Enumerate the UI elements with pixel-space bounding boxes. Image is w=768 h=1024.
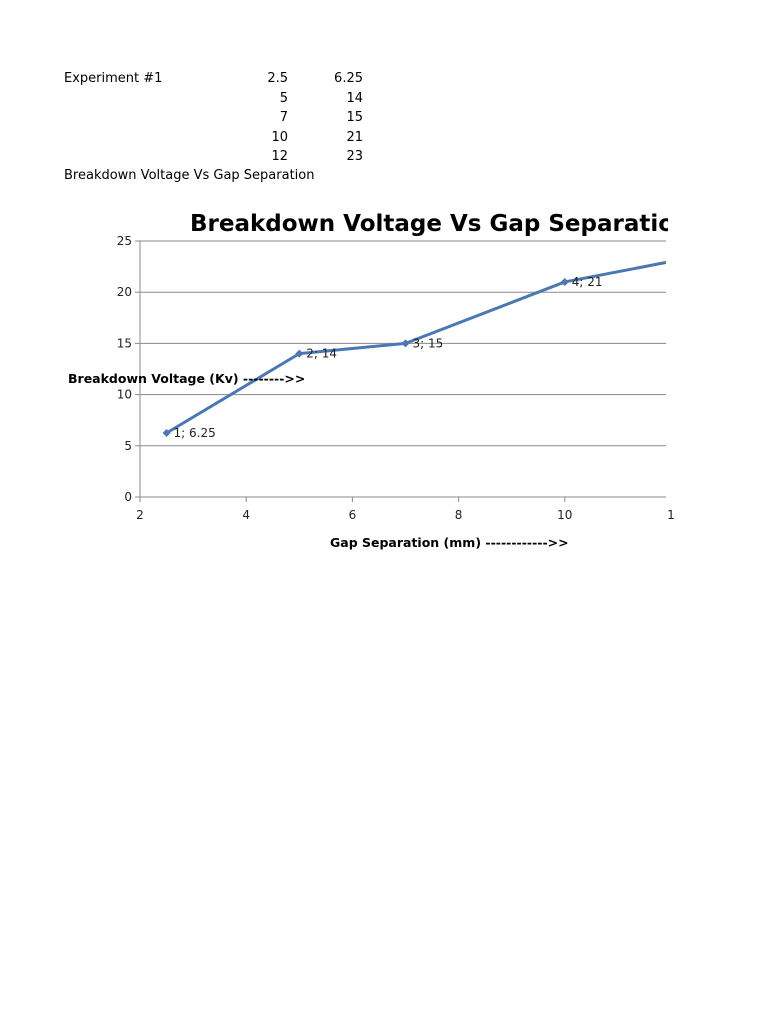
data-point-marker [162,429,171,437]
x-tick-label: 6 [349,508,357,522]
data-point-marker [667,257,675,265]
chart-title: Breakdown Voltage Vs Gap Separation [190,211,690,237]
table-cell-voltage: 14 [346,91,363,106]
y-tick-label: 25 [117,234,132,248]
x-tick-label: 1 [667,508,675,522]
chart-area: Breakdown Voltage Vs Gap Separation 0 5 10… [0,200,768,580]
y-tick-label: 10 [117,388,132,402]
table-cell-voltage: 6.25 [334,71,363,86]
x-axis-label: Gap Separation (mm) ------------>> [330,535,569,550]
table-cell-voltage: 23 [346,149,363,164]
y-axis-label: Breakdown Voltage (Kv) -------->> [68,371,305,386]
x-tick-label: 10 [557,508,572,522]
data-point-marker [295,349,304,358]
table-cell-gap: 10 [271,130,288,145]
x-tick-label: 4 [242,508,250,522]
line-chart: Breakdown Voltage Vs Gap Separation 0 5 10… [68,211,690,550]
x-tick-label: 8 [455,508,463,522]
data-point-marker [401,339,410,348]
table-cell-voltage: 15 [346,110,363,125]
table-cell-voltage: 21 [346,130,363,145]
y-tick-label: 15 [117,336,132,350]
experiment-label: Experiment #1 [64,71,163,86]
data-label: 3; 15 [413,336,444,350]
data-label: 2; 14 [306,347,337,361]
data-label: 1; 6.25 [174,426,216,440]
table-cell-gap: 2.5 [267,71,288,86]
table-cell-gap: 12 [271,149,288,164]
sheet-caption: Breakdown Voltage Vs Gap Separation [64,168,315,183]
y-tick-label: 5 [124,439,132,453]
y-tick-label: 0 [124,490,132,504]
data-point-marker [560,277,569,286]
y-tick-label: 20 [117,285,132,299]
table-cell-gap: 5 [279,91,288,106]
table-cell-gap: 7 [279,110,288,125]
x-tick-label: 2 [136,508,144,522]
data-label: 4; 21 [572,275,603,289]
